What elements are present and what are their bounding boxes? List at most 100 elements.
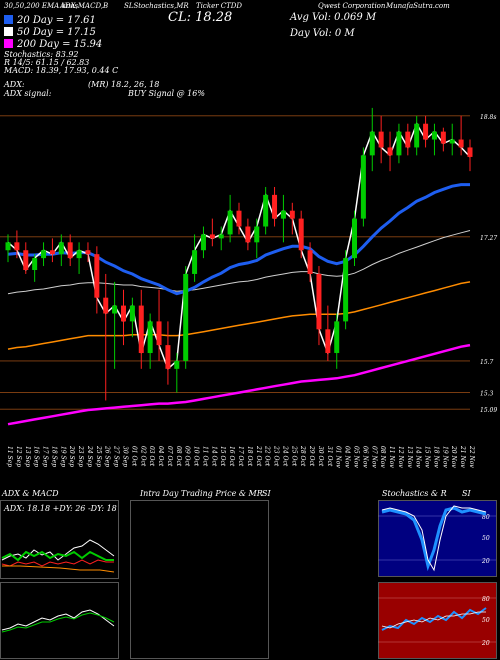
price-level-label: 15.09 bbox=[480, 407, 497, 414]
adx-panel-frame bbox=[0, 500, 119, 579]
date-tick-label: 16 Sep bbox=[33, 446, 40, 467]
date-tick-label: 15 Oct bbox=[219, 446, 226, 467]
intraday-panel-title: Intra Day Trading Price & MR bbox=[140, 489, 263, 498]
ticker-label: Ticker CTDD bbox=[196, 2, 243, 10]
date-tick-label: 07 Oct bbox=[166, 446, 173, 467]
rsi-panel-frame bbox=[378, 582, 497, 659]
date-tick-label: 09 Oct bbox=[184, 446, 191, 467]
candle-body bbox=[94, 254, 100, 298]
candle-body bbox=[85, 250, 91, 255]
candle-body bbox=[280, 210, 286, 219]
macd-line bbox=[1, 609, 115, 631]
candle-body bbox=[334, 321, 340, 354]
ema20-line bbox=[7, 183, 470, 296]
stoch-tick-80: 80 bbox=[482, 514, 490, 521]
price-level-label: 18.8s bbox=[480, 114, 496, 121]
date-tick-label: 12 Nov bbox=[397, 446, 404, 468]
date-tick-label: 21 Oct bbox=[255, 445, 262, 467]
date-tick-label: 25 Oct bbox=[290, 445, 297, 467]
rsi-tick-50: 50 bbox=[482, 617, 490, 624]
date-tick-label: 16 Oct bbox=[228, 446, 235, 467]
candle-body bbox=[23, 250, 29, 270]
intraday-panel bbox=[130, 500, 269, 659]
date-tick-label: 24 Oct bbox=[281, 445, 288, 467]
date-tick-label: 27 Sep bbox=[113, 445, 120, 467]
candle-body bbox=[352, 218, 357, 259]
ema100-line bbox=[7, 281, 471, 350]
date-tick-label: 31 Oct bbox=[326, 446, 333, 467]
candle-body bbox=[174, 360, 180, 369]
date-tick-label: 01 Nov bbox=[335, 446, 342, 468]
header-abs-line: ADX,MACD,B bbox=[60, 2, 109, 10]
candle-body bbox=[236, 210, 242, 227]
ema50-line bbox=[7, 230, 471, 295]
stoch-d-line bbox=[381, 505, 487, 572]
adx-signal-line: ADX signal: bbox=[4, 89, 52, 98]
stochastics-line: Stochastics: 83.92 bbox=[4, 50, 79, 59]
header-sl-line: SLStochastics,MR bbox=[124, 2, 189, 10]
mr-line: (MR) 18.2, 26, 18 bbox=[88, 80, 160, 89]
candle-body bbox=[387, 147, 393, 156]
date-tick-label: 25 Sep bbox=[95, 445, 102, 467]
date-tick-label: 07 Nov bbox=[370, 446, 377, 468]
price-chart: 18.8s 17.27 15.7 15.3 15.09 11 Sep 12 Sep 13 S… bbox=[0, 107, 497, 468]
date-tick-label: 17 Oct bbox=[237, 446, 244, 467]
candle-body bbox=[147, 321, 153, 354]
candle-body bbox=[245, 226, 251, 243]
stoch-panel-si: SI bbox=[462, 489, 471, 498]
candle-body bbox=[449, 139, 455, 144]
macd-signal-line bbox=[1, 612, 115, 633]
candle-body bbox=[165, 345, 171, 369]
candle-body bbox=[316, 273, 322, 330]
stoch-panel-title: Stochastics & R bbox=[382, 489, 447, 498]
r-line: R 14/5: 61.15 / 62.83 bbox=[4, 58, 90, 67]
candle-body bbox=[396, 131, 402, 156]
candle-body bbox=[405, 131, 411, 148]
candle-body bbox=[289, 210, 295, 219]
legend-ema50-label: 50 Day = 17.15 bbox=[17, 27, 96, 38]
date-tick-label: 12 Sep bbox=[15, 446, 22, 467]
adx-values: ADX: 18.18 +DY: 26 -DY: 18 bbox=[3, 504, 117, 513]
candle-body bbox=[227, 210, 233, 235]
legend-ema20-label: 20 Day = 17.61 bbox=[17, 15, 96, 26]
legend-ema20: 20 Day = 17.61 bbox=[4, 15, 96, 26]
date-tick-label: 21 Nov bbox=[459, 445, 466, 468]
ema200-line bbox=[7, 343, 471, 426]
candle-body bbox=[325, 329, 331, 354]
date-tick-label: 29 Oct bbox=[308, 445, 315, 467]
legend-ema50: 50 Day = 17.15 bbox=[4, 27, 96, 38]
candle-body bbox=[307, 250, 313, 274]
rsi-line-white bbox=[381, 611, 486, 629]
site-name: MunafaSutra.com bbox=[386, 2, 450, 10]
adx-panel-title: ADX & MACD bbox=[2, 489, 59, 498]
date-tick-label: 08 Oct bbox=[175, 446, 182, 467]
date-tick-label: 19 Sep bbox=[59, 446, 66, 467]
candle-body bbox=[458, 139, 464, 148]
candle-body bbox=[138, 305, 144, 354]
date-tick-label: 20 Nov bbox=[450, 445, 457, 468]
rsi-tick-20: 20 bbox=[481, 640, 490, 647]
date-tick-label: 13 Nov bbox=[406, 446, 413, 468]
candle-body bbox=[254, 226, 260, 243]
date-tick-label: 03 Oct bbox=[148, 446, 155, 467]
date-tick-label: 23 Sep bbox=[77, 445, 84, 467]
candle-body bbox=[369, 131, 375, 156]
candle-body bbox=[129, 305, 135, 322]
price-level-label: 17.27 bbox=[480, 235, 497, 242]
candle-body bbox=[156, 321, 162, 346]
candle-body bbox=[200, 234, 206, 251]
candle-body bbox=[263, 194, 269, 227]
candle-body bbox=[467, 147, 473, 157]
macd-panel-frame bbox=[0, 582, 119, 659]
intraday-panel-si: SI bbox=[262, 489, 271, 498]
date-tick-label: 20 Sep bbox=[68, 445, 75, 467]
date-tick-label: 05 Nov bbox=[353, 446, 360, 468]
candle-body bbox=[76, 250, 82, 259]
date-tick-label: 06 Nov bbox=[361, 446, 368, 468]
candle-body bbox=[49, 250, 55, 255]
candle-body bbox=[218, 234, 224, 239]
date-tick-label: 01 Oct bbox=[130, 446, 137, 467]
candle-body bbox=[360, 155, 366, 219]
header-top-line: 30,50,200 EMA lines bbox=[4, 2, 79, 10]
date-tick-label: 15 Nov bbox=[424, 446, 431, 468]
